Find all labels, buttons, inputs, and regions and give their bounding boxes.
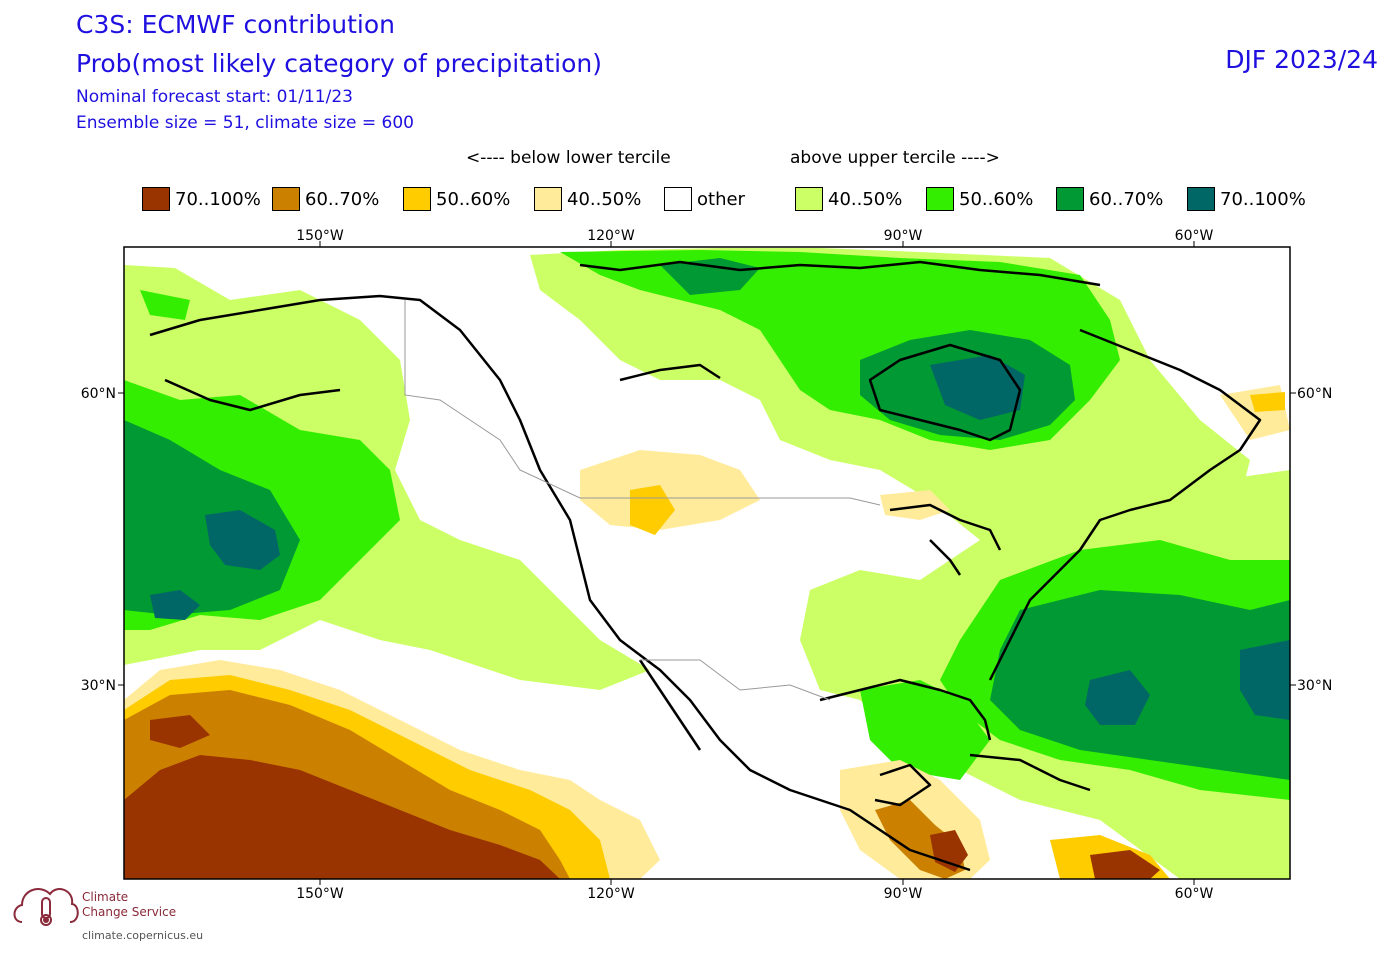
lon-label-top: 150°W	[296, 228, 344, 244]
legend-swatch	[1187, 187, 1215, 211]
region-fill	[580, 450, 760, 530]
lon-label-top: 60°W	[1175, 228, 1214, 244]
region-fill	[860, 680, 990, 780]
title-line-2: Prob(most likely category of precipitati…	[76, 49, 602, 78]
legend-swatch	[534, 187, 562, 211]
logo-text: Climate	[82, 890, 129, 904]
legend-swatch	[795, 187, 823, 211]
region-fill	[205, 510, 280, 570]
region-fill	[124, 755, 560, 879]
lon-label-bottom: 90°W	[884, 886, 923, 902]
lat-label-right: 60°N	[1297, 386, 1332, 402]
legend-label: 40..50%	[567, 188, 642, 210]
map-frame	[123, 246, 1291, 880]
legend-label: 50..60%	[436, 188, 511, 210]
legend-item: 50..60%	[403, 186, 510, 212]
legend-label: 40..50%	[828, 188, 903, 210]
legend-item: 70..100%	[1187, 186, 1306, 212]
season-label: DJF 2023/24	[1225, 45, 1378, 74]
forecast-start-text: Nominal forecast start: 01/11/23	[76, 87, 353, 107]
legend-item: 40..50%	[795, 186, 902, 212]
copernicus-logo	[13, 888, 79, 926]
legend-item: 70..100%	[142, 186, 261, 212]
legend-swatch	[664, 187, 692, 211]
legend-item: 50..60%	[926, 186, 1033, 212]
legend-swatch	[272, 187, 300, 211]
legend-swatch	[403, 187, 431, 211]
lat-label-right: 30°N	[1297, 678, 1332, 694]
legend-label: 70..100%	[175, 188, 261, 210]
logo-text: Change Service	[82, 905, 177, 919]
lon-label-top: 120°W	[587, 228, 635, 244]
region-fill	[140, 290, 190, 320]
legend-swatch	[926, 187, 954, 211]
legend-swatch	[142, 187, 170, 211]
legend-item: 60..70%	[272, 186, 379, 212]
legend-label: other	[697, 188, 745, 210]
legend-label: 70..100%	[1220, 188, 1306, 210]
legend-label: 60..70%	[1089, 188, 1164, 210]
region-fill	[150, 715, 210, 748]
logo-url: climate.copernicus.eu	[82, 929, 204, 942]
borders	[404, 300, 881, 701]
legend-item: other	[664, 186, 745, 212]
region-fill	[1250, 392, 1285, 412]
region-fill	[930, 355, 1025, 420]
lat-label-left: 30°N	[81, 678, 116, 694]
tick-marks	[118, 241, 1296, 885]
lon-label-top: 90°W	[884, 228, 923, 244]
lon-label-bottom: 60°W	[1175, 886, 1214, 902]
region-fill	[1240, 640, 1290, 720]
lon-label-bottom: 150°W	[296, 886, 344, 902]
legend-item: 60..70%	[1056, 186, 1163, 212]
coastlines	[149, 260, 1262, 872]
region-fill	[1090, 850, 1160, 879]
above-tercile-caption: above upper tercile ---->	[790, 148, 1000, 168]
legend-swatch	[1056, 187, 1084, 211]
region-fill	[660, 258, 760, 295]
map-field	[124, 247, 1290, 879]
legend-label: 50..60%	[959, 188, 1034, 210]
ensemble-size-text: Ensemble size = 51, climate size = 600	[76, 113, 414, 133]
region-fill	[880, 490, 950, 520]
below-tercile-caption: <---- below lower tercile	[466, 148, 671, 168]
region-fill	[1085, 670, 1150, 725]
region-fill	[150, 590, 200, 620]
title-line-1: C3S: ECMWF contribution	[76, 10, 395, 39]
legend-item: 40..50%	[534, 186, 641, 212]
lat-label-left: 60°N	[81, 386, 116, 402]
region-fill	[930, 830, 968, 872]
lon-label-bottom: 120°W	[587, 886, 635, 902]
legend-label: 60..70%	[305, 188, 380, 210]
